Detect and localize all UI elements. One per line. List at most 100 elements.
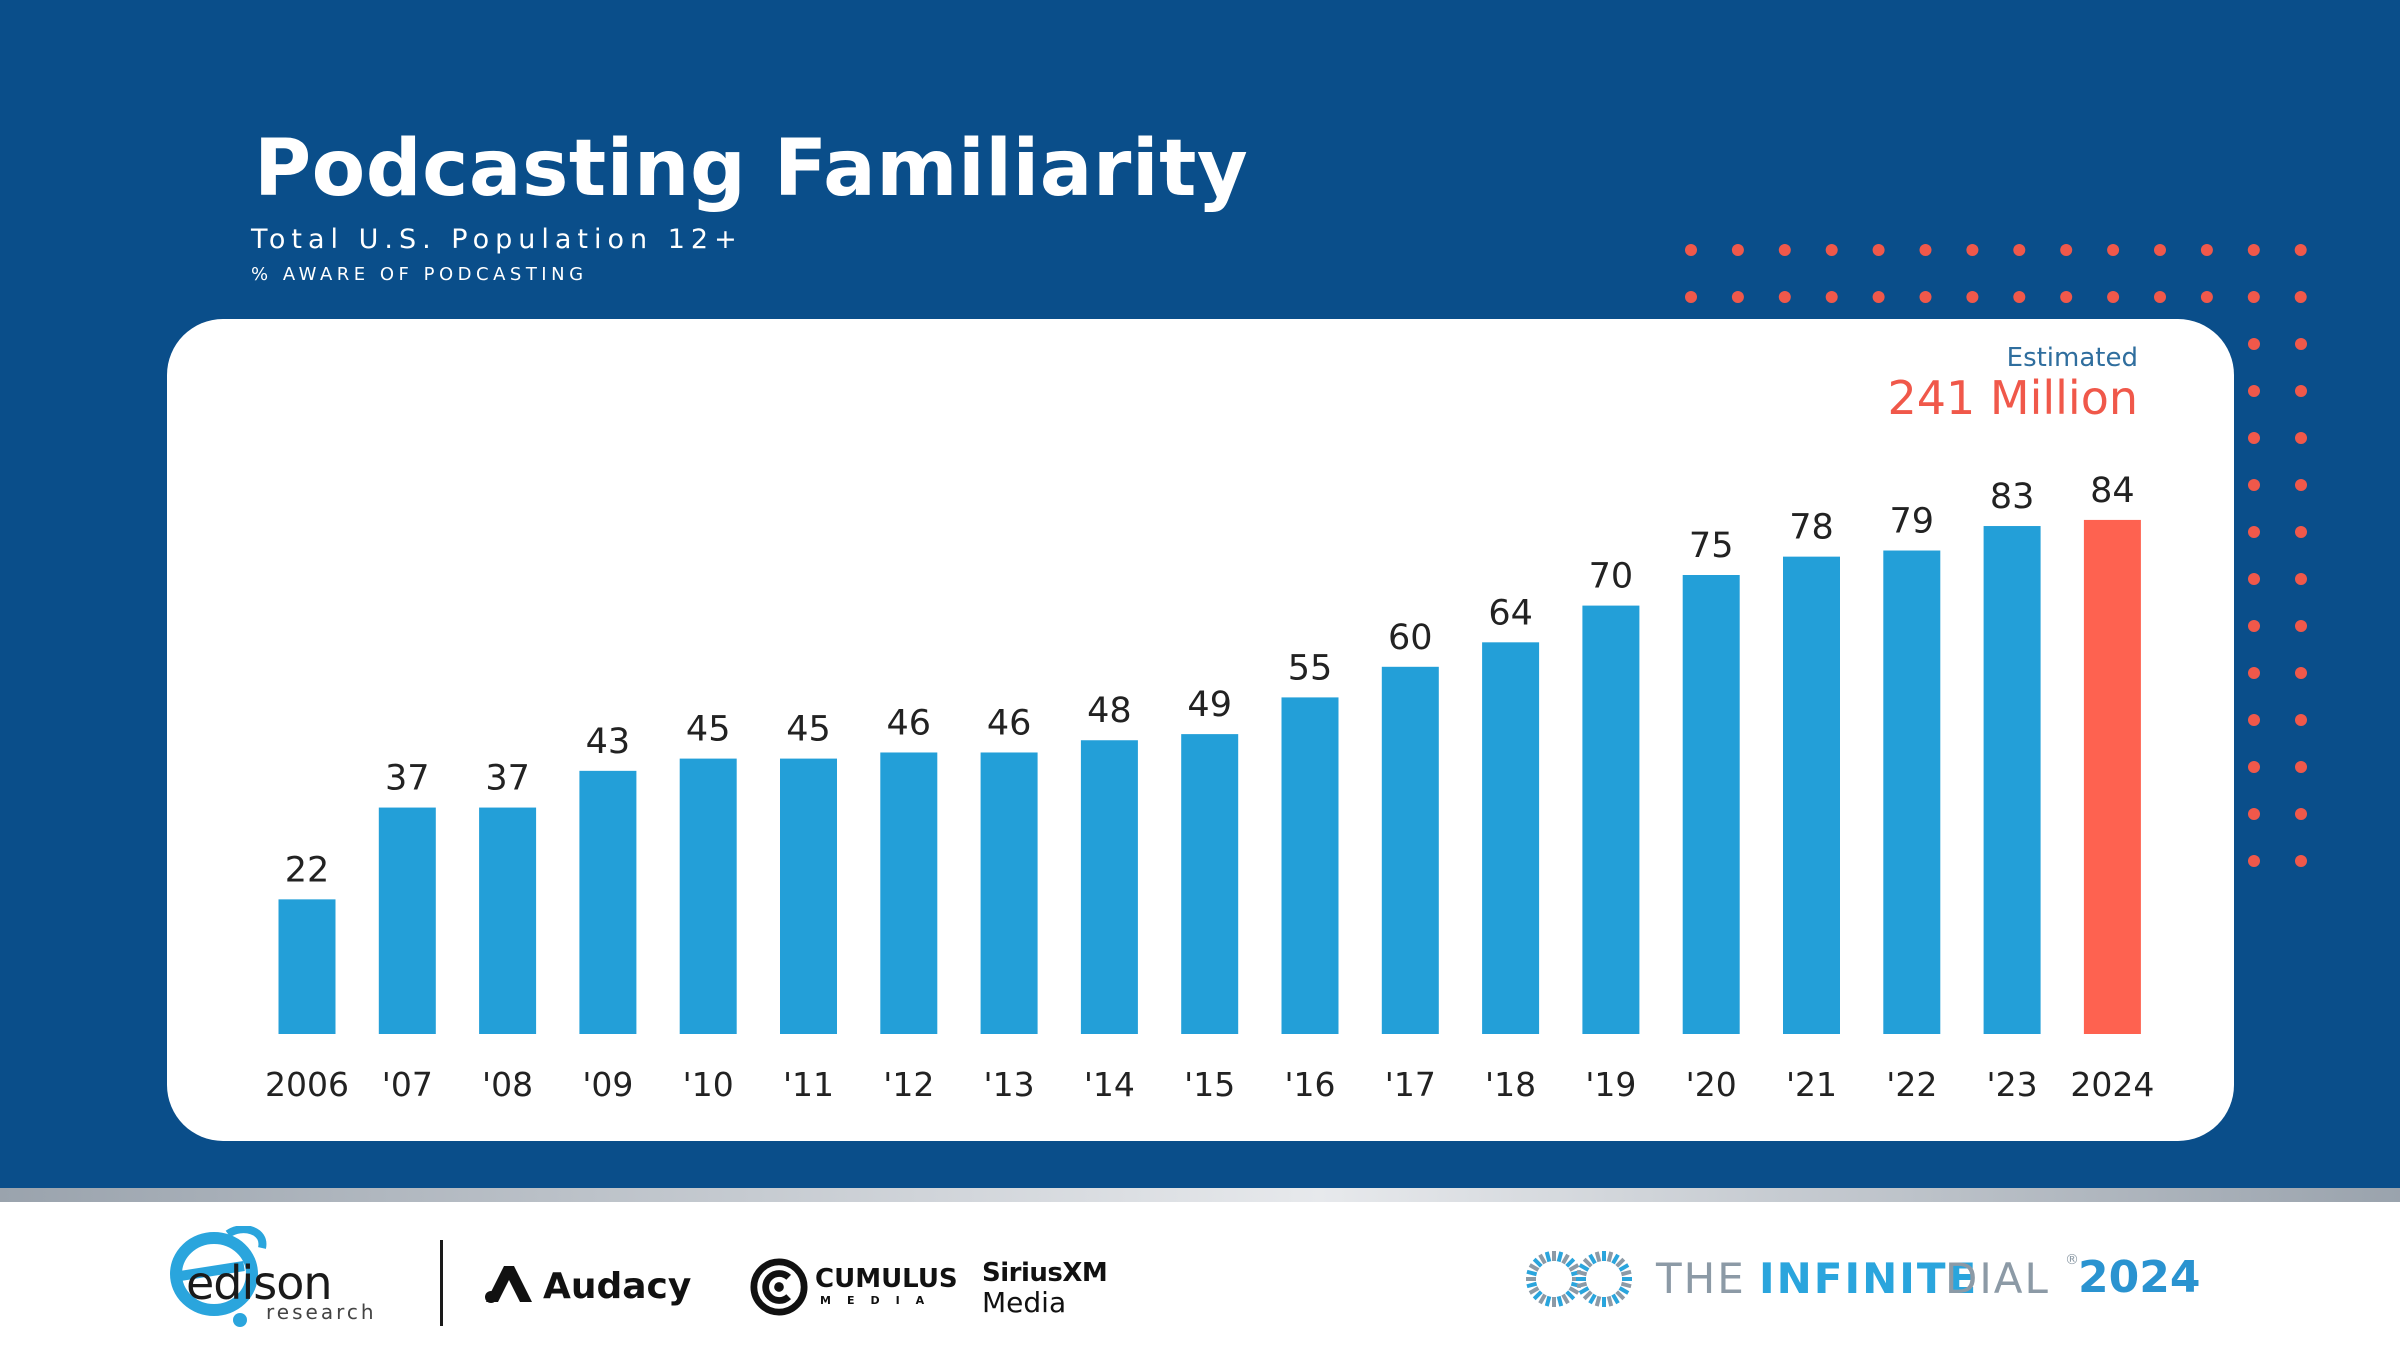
dial-ring-tick: [1582, 1257, 1593, 1268]
decorative-dot: [2060, 244, 2073, 256]
decorative-dot: [2248, 714, 2260, 726]
chart-metric-label: % AWARE OF PODCASTING: [251, 264, 588, 285]
dial-ring-tick: [1578, 1286, 1590, 1295]
infinite-dial-wordmark-infinite: INFINITE: [1759, 1254, 1979, 1303]
bar-value-label: 70: [1589, 557, 1634, 597]
bar-value-label: 48: [1087, 691, 1132, 731]
chart-card: Estimated 241 Million 22 2006 37 '07 37 '08 43…: [167, 319, 2234, 1141]
dial-ring-tick: [1578, 1263, 1590, 1272]
siriusxm-wordmark: SiriusXM: [982, 1258, 1108, 1288]
dial-ring-tick: [1588, 1293, 1597, 1305]
infinite-dial-logo-icon: [1526, 1251, 1632, 1307]
bar-value-label: 45: [686, 710, 731, 750]
decorative-dot: [2107, 244, 2120, 256]
decorative-dot: [1685, 244, 1697, 256]
siriusxm-sub-wordmark: Media: [982, 1286, 1067, 1319]
cumulus-logo-icon: [750, 1258, 808, 1316]
decorative-dot: [2200, 244, 2213, 256]
decorative-dot: [2248, 479, 2260, 491]
dial-ring-tick: [1532, 1290, 1543, 1301]
x-tick-label: '17: [1385, 1065, 1436, 1104]
x-tick-label: '07: [382, 1065, 433, 1104]
x-tick-label: 2006: [265, 1065, 349, 1104]
x-tick-label: '12: [883, 1065, 934, 1104]
decorative-dot: [2107, 291, 2120, 303]
bar-1: [378, 807, 436, 1034]
decorative-dot: [1825, 291, 1838, 303]
x-tick-label: '10: [683, 1065, 734, 1104]
decorative-dot: [2248, 338, 2260, 350]
x-tick-label: '14: [1084, 1065, 1135, 1104]
estimated-label: Estimated: [2006, 343, 2138, 373]
bar-value-label: 84: [2090, 471, 2135, 511]
decorative-dot: [2295, 808, 2307, 820]
decorative-dot: [2248, 385, 2260, 397]
x-tick-label: '08: [482, 1065, 533, 1104]
decorative-dot: [2200, 291, 2213, 303]
edison-wordmark: edison: [186, 1256, 333, 1310]
cumulus-sub-wordmark: MEDIA: [820, 1294, 941, 1307]
bar-0: [278, 899, 336, 1034]
decorative-dot: [1731, 291, 1744, 303]
decorative-dot: [1778, 291, 1791, 303]
dial-ring-tick: [1528, 1286, 1540, 1295]
x-tick-label: '19: [1585, 1065, 1636, 1104]
bar-value-label: 46: [987, 703, 1032, 743]
decorative-dot: [2248, 526, 2260, 538]
bar-9: [1181, 734, 1239, 1034]
decorative-dot: [2248, 620, 2260, 632]
infinite-dial-wordmark-the: THE: [1656, 1254, 1746, 1303]
dial-ring-tick: [1611, 1293, 1620, 1305]
decorative-dot: [2248, 573, 2260, 585]
decorative-dot: [1872, 244, 1885, 256]
dial-ring-tick: [1538, 1293, 1547, 1305]
logo-divider: [440, 1240, 443, 1326]
bar-17: [1983, 526, 2041, 1034]
bar-value-label: 37: [485, 759, 530, 799]
bar-10: [1281, 697, 1339, 1034]
dial-ring-tick: [1611, 1253, 1620, 1265]
x-tick-label: '09: [582, 1065, 633, 1104]
infinite-dial-year: 2024: [2078, 1252, 2201, 1303]
decorative-dot: [2295, 526, 2307, 538]
decorative-dot: [2295, 385, 2307, 397]
decorative-dot: [1966, 291, 1979, 303]
dial-ring-tick: [1544, 1295, 1552, 1307]
dial-ring-tick: [1568, 1286, 1580, 1295]
dial-ring-tick: [1544, 1251, 1552, 1263]
dial-ring-tick: [1556, 1251, 1564, 1263]
bar-value-label: 75: [1689, 526, 1734, 566]
dial-ring-tick: [1576, 1281, 1588, 1289]
dial-ring-tick: [1606, 1295, 1614, 1307]
bar-3: [579, 770, 637, 1034]
dial-ring-tick: [1526, 1281, 1538, 1289]
dial-ring-tick: [1568, 1263, 1580, 1272]
decorative-dot: [2013, 244, 2026, 256]
decorative-dot: [2294, 244, 2307, 256]
decorative-dot: [2295, 338, 2307, 350]
decorative-dot: [2154, 244, 2166, 256]
bar-value-label: 78: [1789, 508, 1834, 548]
bar-7: [980, 752, 1038, 1034]
decorative-dot: [2248, 761, 2260, 773]
page-title: Podcasting Familiarity: [254, 124, 1249, 214]
decorative-dot: [1919, 291, 1932, 303]
decorative-dot: [2248, 432, 2260, 444]
dial-ring-tick: [1594, 1295, 1602, 1307]
audacy-logo-icon: [485, 1266, 532, 1303]
dial-ring-tick: [1620, 1269, 1632, 1277]
decorative-dot: [2247, 244, 2260, 256]
decorative-dot: [2248, 808, 2260, 820]
bar-value-label: 79: [1890, 502, 1935, 542]
decorative-dot: [2248, 855, 2260, 867]
bar-6: [880, 752, 938, 1034]
decorative-dot: [2154, 291, 2166, 303]
bar-value-label: 43: [586, 722, 631, 762]
edison-research-logo-icon: [170, 1226, 267, 1327]
bar-4: [679, 758, 737, 1034]
chart-subtitle: Total U.S. Population 12+: [251, 224, 743, 255]
bar-5: [780, 758, 837, 1034]
dial-ring-tick: [1615, 1257, 1626, 1268]
x-tick-label: '22: [1886, 1065, 1937, 1104]
decorative-dot: [2013, 291, 2026, 303]
